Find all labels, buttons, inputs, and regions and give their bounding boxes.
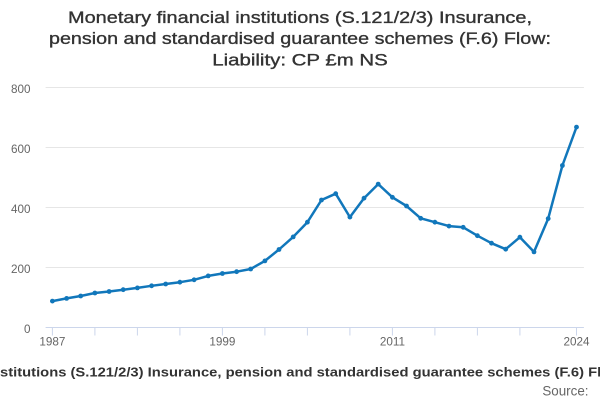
svg-text:Liability: CP £m NS: Liability: CP £m NS xyxy=(212,50,388,69)
svg-text:2024: 2024 xyxy=(563,336,590,349)
svg-text:1999: 1999 xyxy=(209,336,235,349)
svg-text:Source:: Source: xyxy=(542,384,588,399)
svg-text:pension and standardised guara: pension and standardised guarantee schem… xyxy=(49,29,551,48)
svg-text:Monetary financial institution: Monetary financial institutions (S.121/2… xyxy=(68,8,532,27)
svg-text:400: 400 xyxy=(11,203,31,216)
svg-text:600: 600 xyxy=(11,143,31,156)
svg-text:1987: 1987 xyxy=(39,336,65,349)
svg-text:800: 800 xyxy=(11,83,31,96)
svg-text:2011: 2011 xyxy=(380,336,405,349)
svg-text:Monetary financial institution: Monetary financial institutions (S.121/2… xyxy=(0,366,600,380)
svg-text:0: 0 xyxy=(24,323,31,336)
svg-text:200: 200 xyxy=(11,263,31,276)
